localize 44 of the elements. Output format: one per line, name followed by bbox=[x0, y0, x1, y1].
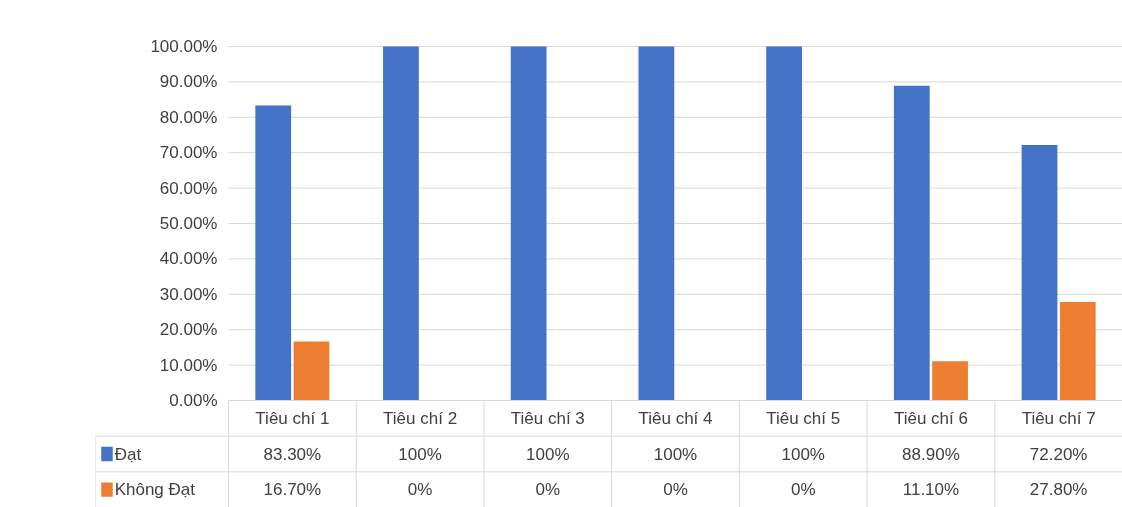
bar bbox=[893, 85, 930, 401]
data-label: 100% bbox=[781, 444, 825, 464]
y-tick-label: 100.00% bbox=[150, 37, 218, 56]
y-tick-label: 10.00% bbox=[159, 355, 218, 375]
legend-label: Không Đạt bbox=[114, 480, 196, 500]
x-tick-label: Tiêu chí 7 bbox=[1021, 408, 1096, 428]
x-tick-label: Tiêu chí 6 bbox=[893, 408, 968, 428]
bar bbox=[1021, 144, 1058, 401]
y-tick-label: 50.00% bbox=[159, 214, 218, 233]
bar bbox=[255, 105, 292, 401]
bar bbox=[383, 46, 419, 401]
x-tick-label: Tiêu chí 5 bbox=[766, 408, 841, 428]
y-tick-label: 90.00% bbox=[159, 72, 218, 92]
x-tick-label: Tiêu chí 4 bbox=[638, 408, 713, 428]
y-tick-label: 20.00% bbox=[159, 320, 218, 340]
y-tick-label: 60.00% bbox=[159, 178, 218, 198]
bar bbox=[638, 46, 675, 401]
bar bbox=[510, 46, 547, 401]
data-label: 0% bbox=[407, 480, 433, 500]
y-tick-label: 70.00% bbox=[159, 143, 218, 163]
data-label: 100% bbox=[398, 444, 442, 464]
bar bbox=[766, 46, 802, 401]
x-tick-label: Tiêu chí 2 bbox=[383, 408, 458, 428]
data-label: 11.10% bbox=[902, 480, 960, 500]
data-label: 0% bbox=[535, 480, 561, 500]
x-tick-label: Tiêu chí 3 bbox=[510, 408, 585, 428]
data-label: 16.70% bbox=[263, 480, 322, 500]
data-label: 27.80% bbox=[1029, 480, 1088, 500]
legend-label: Đạt bbox=[114, 444, 142, 464]
y-tick-label: 30.00% bbox=[159, 284, 218, 304]
bar bbox=[293, 341, 330, 401]
data-label: 100% bbox=[526, 444, 570, 464]
data-label: 83.30% bbox=[263, 444, 322, 464]
y-tick-label: 0.00% bbox=[169, 391, 218, 410]
bar bbox=[1059, 302, 1096, 401]
data-label: 88.90% bbox=[902, 444, 960, 464]
data-label: 0% bbox=[663, 480, 688, 500]
bar bbox=[932, 361, 968, 401]
data-label: 72.20% bbox=[1029, 444, 1088, 464]
y-tick-label: 80.00% bbox=[159, 107, 218, 127]
x-tick-label: Tiêu chí 1 bbox=[255, 408, 330, 428]
data-label: 0% bbox=[790, 480, 816, 500]
data-label: 100% bbox=[653, 444, 698, 464]
y-tick-label: 40.00% bbox=[159, 249, 218, 269]
